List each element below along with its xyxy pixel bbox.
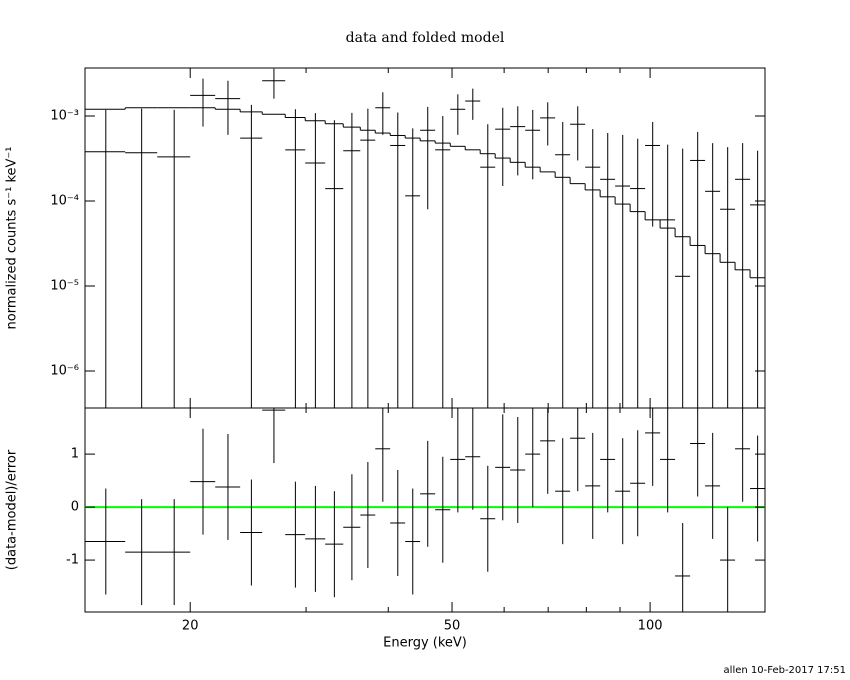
panel-frame (84, 67, 766, 409)
y-tick-label: 10⁻³ (50, 108, 79, 123)
y-tick-label: 1 (71, 447, 79, 462)
x-axis-label: Energy (keV) (383, 636, 467, 651)
footer: allen 10-Feb-2017 17:51 (724, 665, 846, 676)
y-tick-label: 10⁻⁴ (50, 193, 79, 208)
plot-area (85, 408, 765, 612)
y-tick-label: 10⁻⁶ (50, 363, 79, 378)
x-tick-label: 50 (444, 619, 461, 634)
chart-title: data and folded model (346, 30, 505, 46)
panel-frame (84, 407, 766, 613)
x-tick-label: 20 (182, 619, 199, 634)
y-axis-label: (data-model)/error (5, 449, 20, 570)
plot-area (85, 68, 765, 408)
y-tick-label: -1 (66, 553, 79, 568)
y-tick-label: 10⁻⁵ (50, 278, 79, 293)
x-tick-label: 100 (638, 619, 663, 634)
y-tick-label: 0 (71, 500, 79, 515)
y-axis-label: normalized counts s⁻¹ keV⁻¹ (5, 147, 20, 330)
